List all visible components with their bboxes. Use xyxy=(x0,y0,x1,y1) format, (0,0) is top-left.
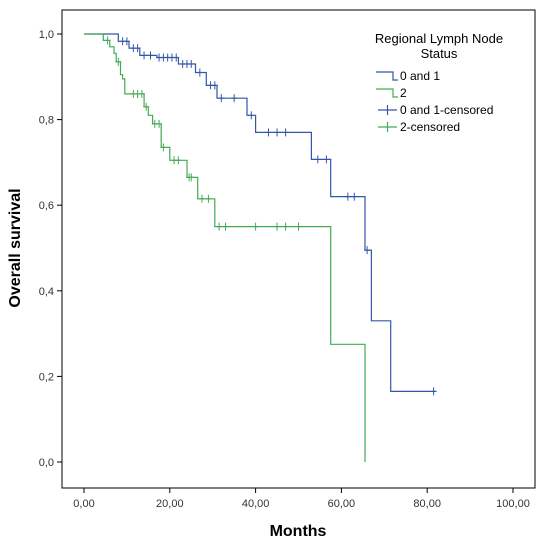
legend-label: 2-censored xyxy=(400,120,460,134)
x-tick-label: 100,00 xyxy=(496,498,530,510)
censor-mark xyxy=(216,222,223,231)
legend: Regional Lymph Node Status 0 and 120 and… xyxy=(375,31,503,134)
censor-mark xyxy=(198,194,205,203)
censor-mark xyxy=(265,128,272,137)
legend-item: 0 and 1-censored xyxy=(378,103,493,117)
censor-mark xyxy=(323,155,330,164)
censor-mark xyxy=(274,128,281,137)
censor-mark xyxy=(115,57,122,66)
legend-item: 0 and 1 xyxy=(376,69,440,83)
censor-mark xyxy=(364,246,371,255)
series-layer xyxy=(84,33,437,462)
censor-mark xyxy=(344,192,351,201)
legend-title-line-2: Status xyxy=(421,46,458,61)
censor-mark xyxy=(274,222,281,231)
legend-label: 2 xyxy=(400,86,407,100)
censor-mark xyxy=(248,111,255,120)
censor-mark xyxy=(314,155,321,164)
censor-mark xyxy=(147,51,154,60)
censor-mark xyxy=(222,222,229,231)
legend-label: 0 and 1 xyxy=(400,69,440,83)
censor-mark xyxy=(205,194,212,203)
censor-mark xyxy=(143,102,150,111)
legend-title-line-1: Regional Lymph Node xyxy=(375,31,503,46)
y-tick-label: 1,0 xyxy=(39,29,54,41)
y-tick-label: 0,4 xyxy=(39,286,54,298)
y-tick-label: 0,0 xyxy=(39,457,54,469)
y-tick-label: 0,8 xyxy=(39,115,54,127)
x-tick-label: 20,00 xyxy=(156,498,184,510)
legend-label: 0 and 1-censored xyxy=(400,103,493,117)
x-tick-label: 80,00 xyxy=(413,498,441,510)
x-tick-label: 60,00 xyxy=(328,498,356,510)
censor-mark xyxy=(173,53,180,62)
censor-mark xyxy=(104,36,111,45)
censor-mark xyxy=(282,222,289,231)
censor-mark xyxy=(156,119,163,128)
survival-line-0-and-1 xyxy=(84,33,436,392)
censor-mark xyxy=(188,59,195,68)
censor-mark xyxy=(351,192,358,201)
censor-mark xyxy=(430,387,437,396)
y-axis: 0,0 0,2 0,4 0,6 0,8 1,0 xyxy=(39,29,62,469)
censor-mark xyxy=(175,156,182,165)
x-tick-label: 0,00 xyxy=(73,498,94,510)
censor-mark xyxy=(196,68,203,77)
censor-mark xyxy=(123,37,130,46)
legend-item: 2-censored xyxy=(378,120,460,134)
censor-mark xyxy=(295,222,302,231)
censor-mark xyxy=(138,89,145,98)
y-tick-label: 0,6 xyxy=(39,200,54,212)
censor-mark xyxy=(231,94,238,103)
censor-mark xyxy=(160,143,167,152)
censor-mark xyxy=(134,44,141,53)
censor-mark xyxy=(282,128,289,137)
censor-mark xyxy=(188,173,195,182)
censor-mark xyxy=(218,94,225,103)
legend-item: 2 xyxy=(376,86,407,100)
censor-mark xyxy=(252,222,259,231)
y-tick-label: 0,2 xyxy=(39,371,54,383)
x-tick-label: 40,00 xyxy=(242,498,270,510)
legend-items: 0 and 1 2 0 and 1-censored 2-censored xyxy=(376,69,493,134)
x-axis-title: Months xyxy=(270,523,327,540)
censor-mark xyxy=(141,51,148,60)
censor-mark xyxy=(211,81,218,90)
x-axis: 0,00 20,00 40,00 60,00 80,00 100,00 xyxy=(73,488,530,510)
plot-area xyxy=(61,9,536,489)
y-axis-title: Overall survival xyxy=(7,188,24,307)
